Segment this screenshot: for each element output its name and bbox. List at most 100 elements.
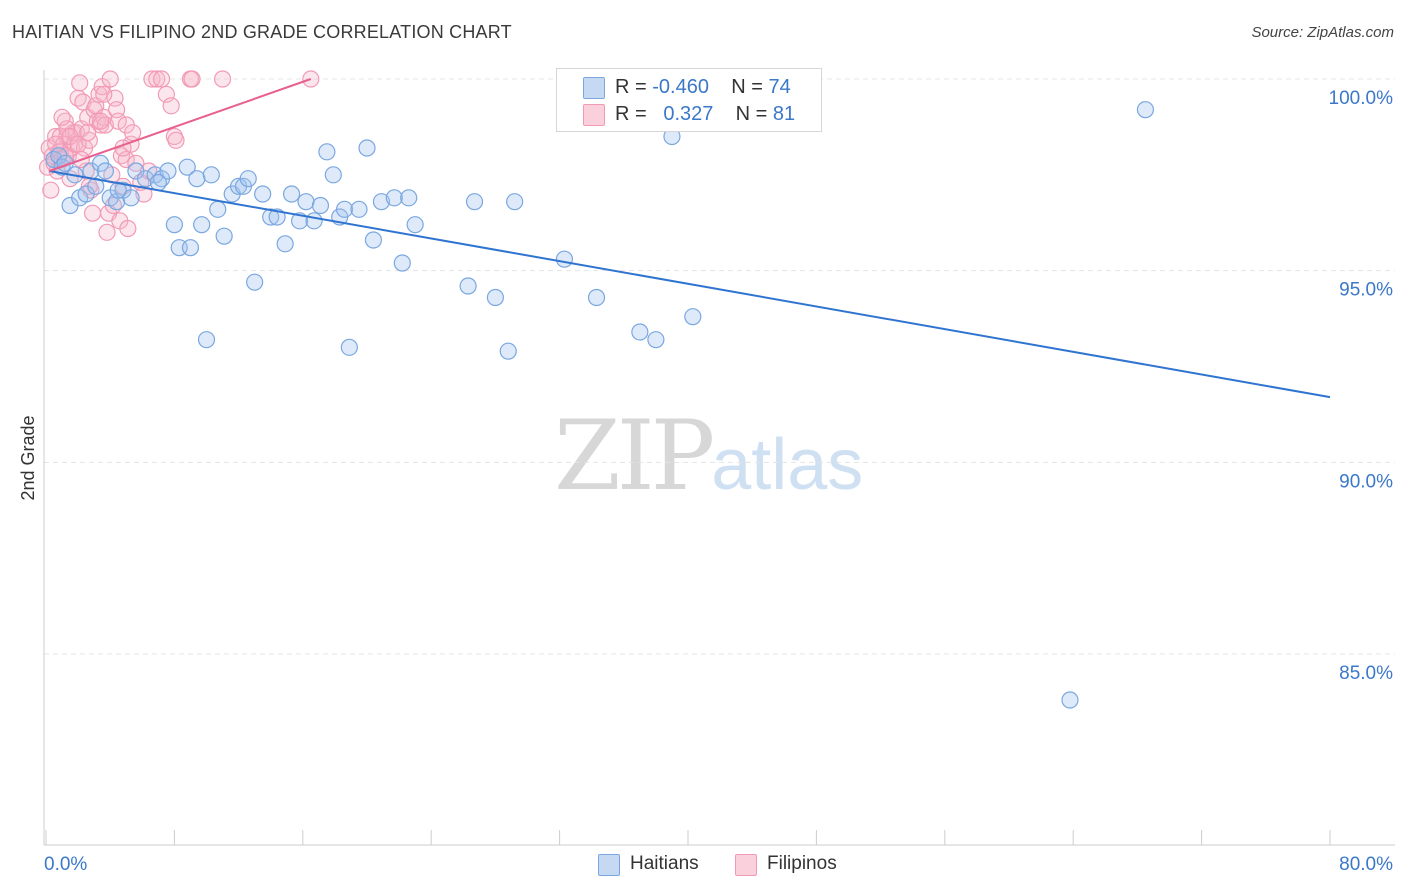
haitian-point — [209, 200, 227, 218]
y-axis-label: 2nd Grade — [18, 415, 38, 500]
haitian-point — [181, 239, 200, 257]
haitian-point — [486, 288, 504, 307]
haitian-point — [165, 216, 183, 234]
filipino-point — [148, 70, 166, 88]
filipinos-n-label: N = — [735, 103, 773, 125]
x-tick-label: 80.0% — [1339, 854, 1393, 875]
haitian-point — [254, 185, 272, 203]
watermark-zip: ZIP — [554, 400, 715, 512]
haitian-point — [239, 170, 257, 188]
filipino-point — [95, 85, 113, 103]
filipino-point — [109, 112, 127, 130]
watermark: ZIPatlas — [554, 400, 863, 512]
filipino-point — [143, 70, 161, 88]
haitian-point — [555, 250, 574, 268]
chart-title: HAITIAN VS FILIPINO 2ND GRADE CORRELATIO… — [12, 22, 512, 42]
haitian-point — [385, 189, 403, 207]
haitian-point — [372, 193, 391, 211]
haitians-n-label: N = — [731, 76, 769, 98]
haitian-point — [1136, 101, 1155, 119]
filipino-point — [162, 97, 180, 115]
haitian-point — [400, 189, 418, 207]
haitian-point — [318, 143, 336, 161]
filipinos-r-value: 0.327 — [663, 103, 714, 125]
axis-labels: 85.0% 90.0% 95.0% 100.0% 0.0% 80.0% 2nd Grade — [18, 88, 1393, 875]
haitian-point — [311, 196, 330, 215]
haitian-point — [122, 189, 140, 207]
filipinos-trend-line — [48, 78, 312, 172]
axes — [43, 70, 1395, 846]
haitian-point — [276, 235, 294, 253]
filipino-point — [53, 108, 71, 126]
haitian-point — [193, 216, 211, 234]
haitians-swatch — [583, 77, 605, 99]
haitians-points — [45, 70, 1155, 709]
filipino-point — [83, 204, 102, 222]
haitian-point — [465, 193, 484, 211]
haitian-point — [358, 139, 376, 157]
haitian-point — [282, 185, 301, 203]
haitian-point — [506, 193, 524, 211]
filipino-point — [71, 74, 89, 92]
haitian-point — [324, 166, 342, 184]
haitian-point — [335, 200, 354, 218]
filipinos-n-value: 81 — [772, 103, 796, 125]
haitian-point — [215, 227, 233, 245]
filipino-point — [213, 70, 232, 88]
filipino-point — [91, 112, 110, 130]
haitian-point — [246, 273, 264, 291]
haitian-point — [178, 158, 196, 176]
bottom-haitians-label: Haitians — [630, 853, 699, 874]
haitian-point — [499, 342, 517, 360]
filipino-point — [183, 70, 201, 88]
haitians-r-value: -0.460 — [652, 76, 709, 98]
bottom-haitians-swatch — [598, 854, 620, 876]
haitian-point — [202, 166, 220, 184]
haitian-point — [159, 162, 177, 180]
filipino-point — [152, 70, 171, 88]
haitian-point — [109, 181, 127, 199]
haitian-point — [188, 170, 206, 188]
haitian-point — [268, 208, 286, 226]
filipino-point — [98, 223, 116, 241]
trend-lines — [48, 78, 1331, 399]
filipino-point — [79, 124, 97, 142]
haitian-point — [631, 323, 649, 341]
filipinos-r-label: R = — [615, 103, 653, 125]
haitian-point — [647, 331, 665, 349]
haitian-point — [149, 173, 167, 192]
haitian-point — [406, 216, 424, 234]
haitians-r-label: R = — [615, 76, 653, 98]
haitian-point — [684, 308, 702, 326]
filipino-point — [124, 124, 142, 142]
y-tick-label: 95.0% — [1339, 280, 1393, 301]
haitian-point — [297, 193, 315, 211]
filipino-point — [119, 219, 137, 238]
bottom-filipinos-swatch — [735, 854, 757, 876]
grid-lines — [44, 78, 1395, 655]
filipino-point — [167, 131, 185, 149]
haitian-point — [350, 200, 368, 218]
haitian-point — [364, 231, 383, 249]
y-tick-label: 90.0% — [1339, 471, 1393, 492]
source-label: Source: ZipAtlas.com — [1251, 24, 1394, 41]
bottom-filipinos-label: Filipinos — [767, 853, 837, 874]
haitians-n-value: 74 — [768, 76, 791, 98]
haitian-point — [393, 254, 411, 272]
haitian-point — [305, 212, 323, 230]
filipino-point — [101, 70, 119, 88]
x-tick-label: 0.0% — [44, 854, 87, 875]
y-tick-label: 85.0% — [1339, 663, 1393, 684]
filipino-point — [42, 181, 60, 199]
correlation-legend: R = -0.460 N = 74 R = 0.327 N = 81 — [556, 68, 822, 132]
watermark-atlas: atlas — [711, 425, 864, 505]
haitian-point — [340, 338, 358, 356]
haitian-point — [262, 208, 280, 226]
haitian-point — [459, 277, 477, 295]
y-tick-label: 100.0% — [1329, 88, 1394, 109]
haitian-point — [96, 162, 114, 180]
haitian-point — [587, 288, 606, 307]
haitian-point — [197, 331, 216, 349]
filipinos-swatch — [583, 104, 605, 126]
